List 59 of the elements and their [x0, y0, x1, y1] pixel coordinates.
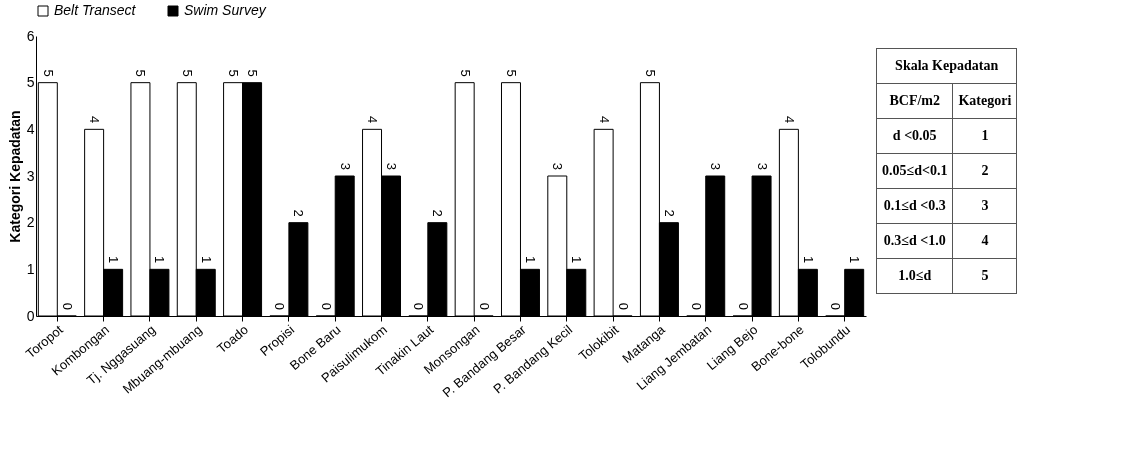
legend-label: Swim Survey [184, 2, 267, 18]
legend-label: Belt Transect [54, 2, 137, 18]
text: 3 [952, 188, 1017, 224]
data-label: 2 [661, 209, 677, 217]
y-tick-label: 5 [26, 74, 35, 91]
data-label: 0 [735, 302, 751, 310]
data-label: 3 [754, 162, 770, 170]
data-label: 1 [569, 256, 585, 264]
data-label: 0 [411, 302, 427, 310]
data-label: 5 [457, 69, 473, 77]
data-label: 1 [106, 256, 122, 264]
text: 4 [952, 223, 1017, 259]
data-label: 2 [291, 209, 307, 217]
text: 0.05≤d<0.1 [876, 153, 953, 189]
data-label: 4 [365, 116, 381, 124]
y-tick-label: 6 [26, 27, 35, 44]
text: 0.3≤d <1.0 [876, 223, 953, 259]
y-tick-label: 3 [26, 167, 35, 184]
data-label: 1 [198, 256, 214, 264]
data-label: 5 [503, 69, 519, 77]
data-label: 0 [318, 302, 334, 310]
y-tick-label: 4 [26, 120, 35, 137]
data-label: 3 [384, 162, 400, 170]
text: d <0.05 [876, 118, 953, 154]
text: 1.0≤d [876, 258, 953, 294]
data-label: 5 [642, 69, 658, 77]
data-label: 1 [847, 256, 863, 264]
text: 1 [952, 118, 1017, 154]
y-tick-label: 0 [26, 307, 35, 324]
text: 5 [952, 258, 1017, 294]
data-label: 5 [133, 69, 149, 77]
data-label: 0 [689, 302, 705, 310]
text: 0.1≤d <0.3 [876, 188, 953, 224]
data-label: 0 [59, 302, 75, 310]
data-label: 4 [87, 116, 103, 124]
text: 2 [952, 153, 1017, 189]
data-label: 1 [152, 256, 168, 264]
text: Kategori [952, 83, 1017, 119]
data-label: 4 [781, 116, 797, 124]
data-label: 0 [476, 302, 492, 310]
data-label: 1 [800, 256, 816, 264]
data-label: 3 [708, 162, 724, 170]
data-label: 0 [272, 302, 288, 310]
data-label: 2 [430, 209, 446, 217]
data-label: 4 [596, 116, 612, 124]
data-label: 3 [337, 162, 353, 170]
data-label: 3 [550, 162, 566, 170]
data-label: 0 [615, 302, 631, 310]
y-tick-label: 1 [26, 260, 35, 277]
data-label: 5 [40, 69, 56, 77]
text: Skala Kepadatan [876, 48, 1017, 84]
data-label: 1 [522, 256, 538, 264]
y-tick-label: 2 [26, 214, 35, 231]
y-axis-title: Kategori Kepadatan [6, 110, 23, 243]
data-label: 0 [828, 302, 844, 310]
text: BCF/m2 [876, 83, 953, 119]
data-label: 5 [179, 69, 195, 77]
data-label: 5 [226, 69, 242, 77]
data-label: 5 [245, 69, 261, 77]
